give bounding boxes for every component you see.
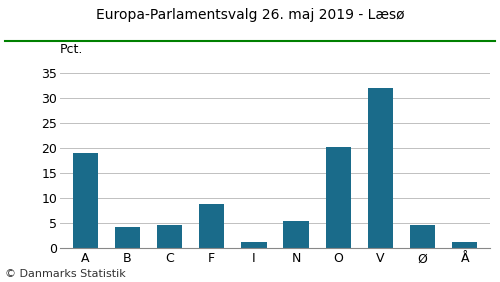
- Bar: [284, 221, 308, 248]
- Bar: [72, 153, 98, 248]
- Bar: [115, 227, 140, 248]
- Bar: [452, 242, 477, 248]
- Bar: [326, 147, 351, 248]
- Text: © Danmarks Statistik: © Danmarks Statistik: [5, 269, 126, 279]
- Bar: [199, 204, 224, 248]
- Bar: [242, 242, 266, 248]
- Text: Europa-Parlamentsvalg 26. maj 2019 - Læsø: Europa-Parlamentsvalg 26. maj 2019 - Læs…: [96, 8, 405, 23]
- Bar: [157, 225, 182, 248]
- Bar: [410, 225, 435, 248]
- Text: Pct.: Pct.: [60, 43, 84, 56]
- Bar: [368, 88, 393, 248]
